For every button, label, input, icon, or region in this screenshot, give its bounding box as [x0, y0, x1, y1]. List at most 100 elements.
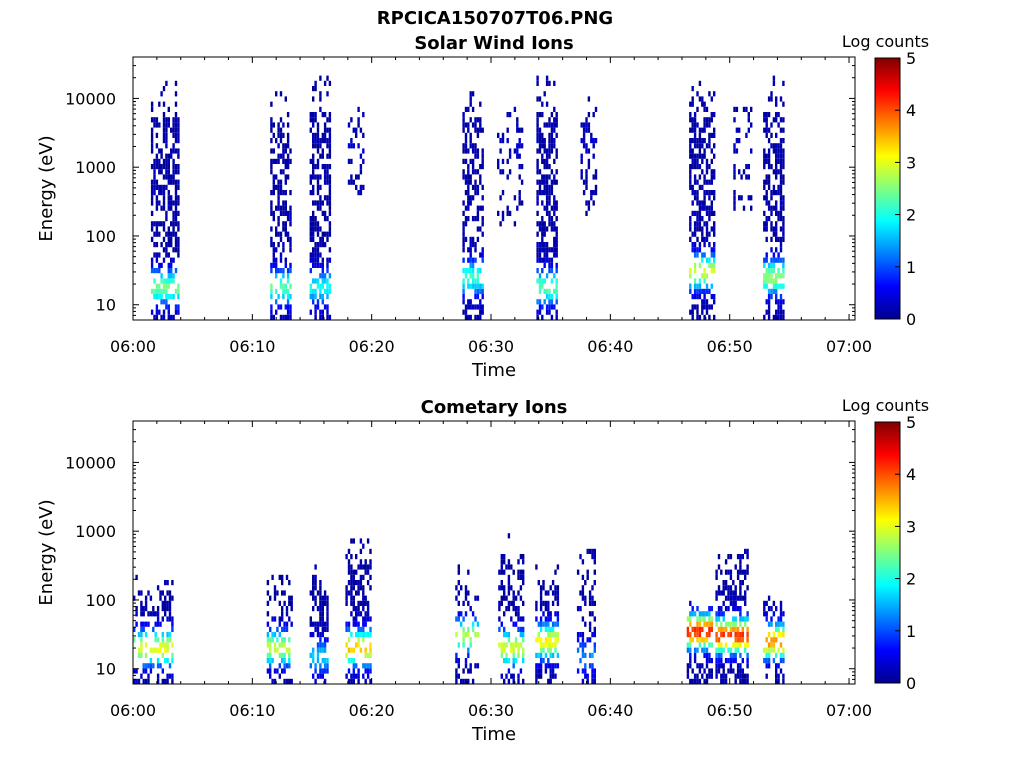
heatmap-cell — [272, 148, 275, 154]
heatmap-cell — [689, 642, 692, 648]
heatmap-cell — [696, 309, 699, 315]
heatmap-cell — [314, 80, 317, 86]
heatmap-cell — [550, 143, 554, 149]
heatmap-cell — [366, 668, 370, 674]
heatmap-cell — [744, 600, 747, 606]
heatmap-cell — [767, 647, 771, 653]
heatmap-cell — [576, 606, 580, 612]
heatmap-cell — [767, 595, 771, 601]
heatmap-cell — [733, 190, 736, 196]
heatmap-cell — [369, 632, 372, 638]
heatmap-cell — [555, 236, 558, 242]
heatmap-cell — [481, 231, 484, 237]
heatmap-cell — [279, 91, 283, 97]
heatmap-cell — [545, 210, 549, 216]
heatmap-cell — [284, 257, 287, 263]
heatmap-cell — [554, 663, 557, 669]
heatmap-cell — [471, 678, 475, 684]
heatmap-cell — [777, 169, 780, 175]
heatmap-cell — [715, 569, 718, 575]
heatmap-cell — [469, 314, 472, 320]
heatmap-cell — [282, 148, 285, 154]
heatmap-cell — [467, 179, 470, 185]
heatmap-cell — [705, 673, 709, 679]
heatmap-cell — [713, 294, 716, 300]
heatmap-cell — [161, 590, 164, 596]
heatmap-cell — [167, 190, 170, 196]
heatmap-cell — [160, 294, 163, 300]
axes-frame — [132, 420, 856, 685]
heatmap-cell — [171, 652, 174, 658]
heatmap-cell — [686, 626, 690, 632]
heatmap-cell — [366, 538, 370, 544]
heatmap-cell — [584, 652, 587, 658]
heatmap-cell — [698, 247, 702, 253]
heatmap-cell — [554, 595, 557, 601]
heatmap-cell — [536, 158, 539, 164]
heatmap-cell — [462, 148, 465, 154]
heatmap-cell — [779, 138, 783, 144]
heatmap-cell — [171, 642, 174, 648]
heatmap-cell — [689, 283, 692, 289]
heatmap-cell — [591, 585, 594, 591]
heatmap-cell — [366, 569, 370, 575]
heatmap-cell — [715, 621, 718, 627]
heatmap-cell — [763, 210, 766, 216]
heatmap-cell — [587, 112, 591, 118]
heatmap-cell — [476, 314, 480, 320]
heatmap-cell — [312, 247, 315, 253]
heatmap-cell — [457, 658, 460, 664]
heatmap-cell — [739, 580, 742, 586]
heatmap-cell — [159, 663, 162, 669]
heatmap-cell — [708, 190, 711, 196]
heatmap-cell — [717, 663, 721, 669]
heatmap-cell — [708, 122, 711, 128]
heatmap-cell — [140, 647, 143, 653]
heatmap-cell — [701, 138, 704, 144]
heatmap-cell — [471, 184, 475, 190]
heatmap-cell — [172, 257, 175, 263]
heatmap-cell — [734, 632, 737, 638]
heatmap-cell — [710, 621, 713, 627]
heatmap-cell — [369, 548, 372, 554]
heatmap-cell — [593, 569, 596, 575]
heatmap-cell — [326, 268, 329, 274]
heatmap-cell — [705, 205, 709, 211]
heatmap-cell — [734, 652, 737, 658]
heatmap-cell — [155, 205, 159, 211]
heatmap-cell — [316, 122, 320, 128]
heatmap-cell — [471, 283, 475, 289]
heatmap-cell — [158, 101, 161, 107]
heatmap-cell — [693, 626, 697, 632]
heatmap-cell — [359, 585, 363, 591]
heatmap-cell — [693, 252, 697, 258]
heatmap-cell — [555, 278, 558, 284]
heatmap-cell — [309, 309, 312, 315]
heatmap-cell — [713, 169, 716, 175]
heatmap-cell — [155, 122, 159, 128]
heatmap-cell — [500, 559, 503, 565]
heatmap-cell — [476, 132, 480, 138]
heatmap-cell — [172, 164, 175, 170]
heatmap-cell — [543, 179, 546, 185]
heatmap-cell — [541, 226, 544, 232]
heatmap-cell — [503, 626, 506, 632]
heatmap-cell — [498, 585, 501, 591]
heatmap-cell — [364, 621, 367, 627]
heatmap-cell — [591, 668, 594, 674]
heatmap-cell — [266, 621, 270, 627]
heatmap-cell — [708, 652, 711, 658]
heatmap-cell — [548, 148, 551, 154]
heatmap-cell — [522, 600, 525, 606]
heatmap-cell — [172, 200, 175, 206]
heatmap-cell — [698, 278, 702, 284]
heatmap-cell — [738, 195, 741, 201]
heatmap-cell — [162, 247, 166, 253]
heatmap-cell — [545, 309, 549, 315]
heatmap-cell — [328, 164, 332, 170]
heatmap-cell — [168, 590, 172, 596]
heatmap-cell — [510, 585, 513, 591]
heatmap-cell — [177, 309, 180, 315]
heatmap-cell — [703, 138, 706, 144]
colorbar-tick-label: 5 — [906, 413, 916, 432]
